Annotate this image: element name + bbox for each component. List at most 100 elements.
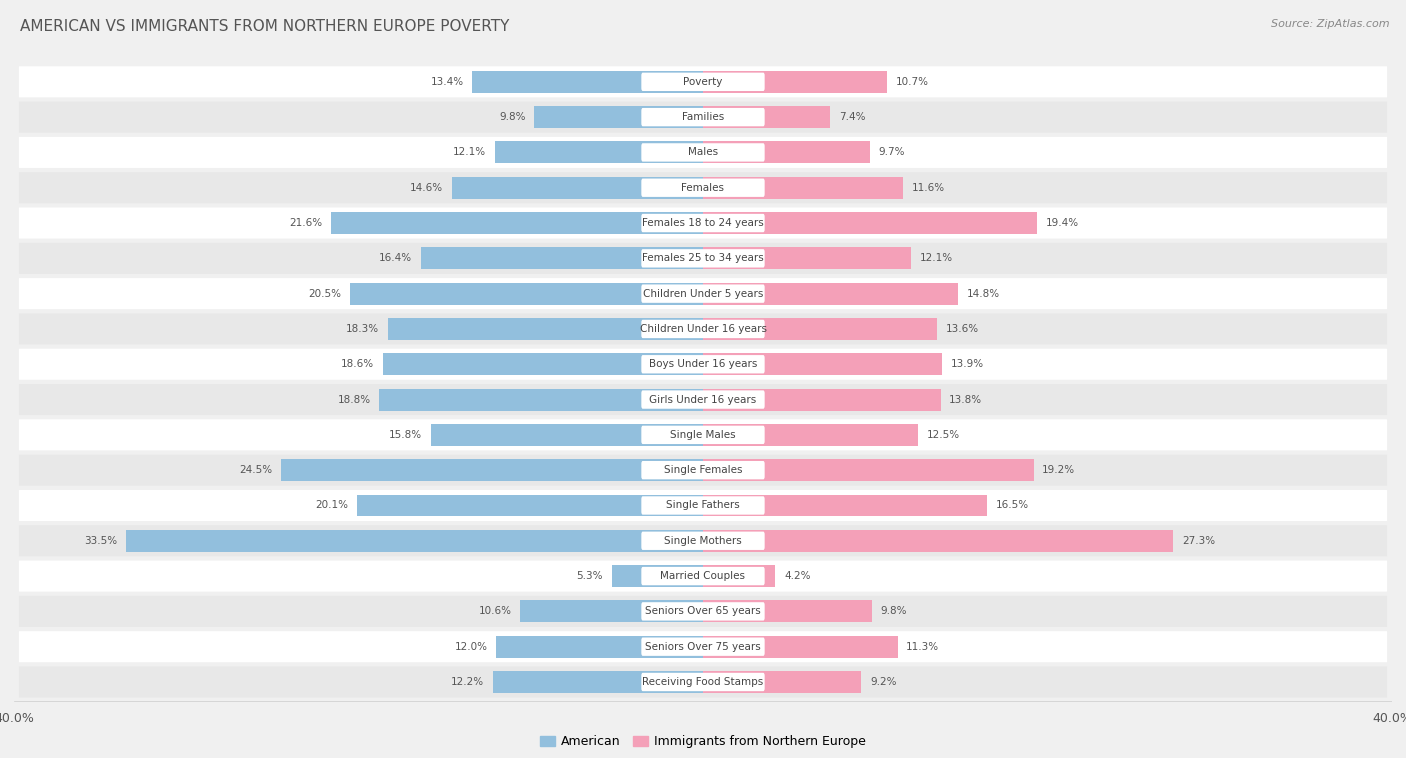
Text: 12.0%: 12.0% — [454, 642, 488, 652]
FancyBboxPatch shape — [641, 531, 765, 550]
Text: 11.6%: 11.6% — [911, 183, 945, 193]
Text: 10.6%: 10.6% — [479, 606, 512, 616]
Text: 13.6%: 13.6% — [946, 324, 979, 334]
FancyBboxPatch shape — [641, 108, 765, 127]
Bar — [703, 283, 957, 305]
FancyBboxPatch shape — [641, 602, 765, 621]
Text: 14.6%: 14.6% — [409, 183, 443, 193]
Bar — [703, 212, 1038, 234]
Text: 18.6%: 18.6% — [340, 359, 374, 369]
Text: Single Males: Single Males — [671, 430, 735, 440]
FancyBboxPatch shape — [641, 673, 765, 691]
FancyBboxPatch shape — [18, 525, 1388, 556]
FancyBboxPatch shape — [18, 137, 1388, 168]
Text: 4.2%: 4.2% — [785, 571, 810, 581]
FancyBboxPatch shape — [641, 390, 765, 409]
FancyBboxPatch shape — [641, 143, 765, 161]
Bar — [703, 247, 911, 269]
Text: Females 18 to 24 years: Females 18 to 24 years — [643, 218, 763, 228]
Text: 13.8%: 13.8% — [949, 395, 983, 405]
Bar — [281, 459, 703, 481]
Text: Children Under 5 years: Children Under 5 years — [643, 289, 763, 299]
Bar — [703, 389, 941, 411]
Text: Single Fathers: Single Fathers — [666, 500, 740, 510]
Bar — [703, 318, 938, 340]
FancyBboxPatch shape — [18, 278, 1388, 309]
FancyBboxPatch shape — [641, 461, 765, 479]
FancyBboxPatch shape — [18, 631, 1388, 662]
FancyBboxPatch shape — [641, 426, 765, 444]
Bar — [703, 424, 918, 446]
FancyBboxPatch shape — [18, 243, 1388, 274]
FancyBboxPatch shape — [18, 313, 1388, 344]
Text: 20.5%: 20.5% — [308, 289, 342, 299]
Text: Poverty: Poverty — [683, 77, 723, 87]
Bar — [703, 530, 1173, 552]
FancyBboxPatch shape — [641, 567, 765, 585]
FancyBboxPatch shape — [18, 596, 1388, 627]
Bar — [612, 565, 703, 587]
Text: 13.9%: 13.9% — [950, 359, 984, 369]
FancyBboxPatch shape — [641, 320, 765, 338]
Text: 19.4%: 19.4% — [1046, 218, 1078, 228]
Text: Single Mothers: Single Mothers — [664, 536, 742, 546]
Text: 15.8%: 15.8% — [389, 430, 422, 440]
Text: Females 25 to 34 years: Females 25 to 34 years — [643, 253, 763, 263]
Text: Males: Males — [688, 147, 718, 158]
FancyBboxPatch shape — [18, 490, 1388, 521]
Bar — [703, 353, 942, 375]
Text: Single Females: Single Females — [664, 465, 742, 475]
Text: Seniors Over 75 years: Seniors Over 75 years — [645, 642, 761, 652]
Text: 9.8%: 9.8% — [880, 606, 907, 616]
FancyBboxPatch shape — [18, 172, 1388, 203]
FancyBboxPatch shape — [641, 637, 765, 656]
Text: 21.6%: 21.6% — [290, 218, 322, 228]
Bar — [495, 142, 703, 164]
FancyBboxPatch shape — [641, 355, 765, 374]
Text: Receiving Food Stamps: Receiving Food Stamps — [643, 677, 763, 687]
Bar — [703, 636, 897, 658]
Text: 11.3%: 11.3% — [907, 642, 939, 652]
FancyBboxPatch shape — [641, 214, 765, 232]
Text: 24.5%: 24.5% — [239, 465, 273, 475]
Text: 19.2%: 19.2% — [1042, 465, 1076, 475]
Text: 10.7%: 10.7% — [896, 77, 929, 87]
Bar — [430, 424, 703, 446]
Text: 16.5%: 16.5% — [995, 500, 1029, 510]
Text: 33.5%: 33.5% — [84, 536, 117, 546]
Bar — [520, 600, 703, 622]
Bar — [534, 106, 703, 128]
Bar — [127, 530, 703, 552]
Bar — [703, 671, 862, 693]
Text: Married Couples: Married Couples — [661, 571, 745, 581]
Text: 7.4%: 7.4% — [839, 112, 866, 122]
FancyBboxPatch shape — [18, 419, 1388, 450]
FancyBboxPatch shape — [18, 102, 1388, 133]
Text: Families: Families — [682, 112, 724, 122]
Bar — [703, 142, 870, 164]
FancyBboxPatch shape — [18, 66, 1388, 97]
Bar — [703, 71, 887, 92]
Bar — [420, 247, 703, 269]
Text: 20.1%: 20.1% — [315, 500, 349, 510]
Text: 27.3%: 27.3% — [1182, 536, 1215, 546]
Bar — [388, 318, 703, 340]
Bar — [382, 353, 703, 375]
Text: Boys Under 16 years: Boys Under 16 years — [648, 359, 758, 369]
Text: 12.1%: 12.1% — [453, 147, 486, 158]
Text: 16.4%: 16.4% — [378, 253, 412, 263]
Bar — [380, 389, 703, 411]
Text: 12.5%: 12.5% — [927, 430, 960, 440]
Bar — [703, 177, 903, 199]
Bar — [472, 71, 703, 92]
Text: Source: ZipAtlas.com: Source: ZipAtlas.com — [1271, 19, 1389, 29]
Bar — [703, 600, 872, 622]
FancyBboxPatch shape — [18, 561, 1388, 591]
Text: AMERICAN VS IMMIGRANTS FROM NORTHERN EUROPE POVERTY: AMERICAN VS IMMIGRANTS FROM NORTHERN EUR… — [20, 19, 509, 34]
FancyBboxPatch shape — [18, 666, 1388, 697]
Text: Seniors Over 65 years: Seniors Over 65 years — [645, 606, 761, 616]
FancyBboxPatch shape — [641, 179, 765, 197]
Bar — [703, 459, 1033, 481]
Text: 14.8%: 14.8% — [966, 289, 1000, 299]
Bar — [703, 494, 987, 516]
